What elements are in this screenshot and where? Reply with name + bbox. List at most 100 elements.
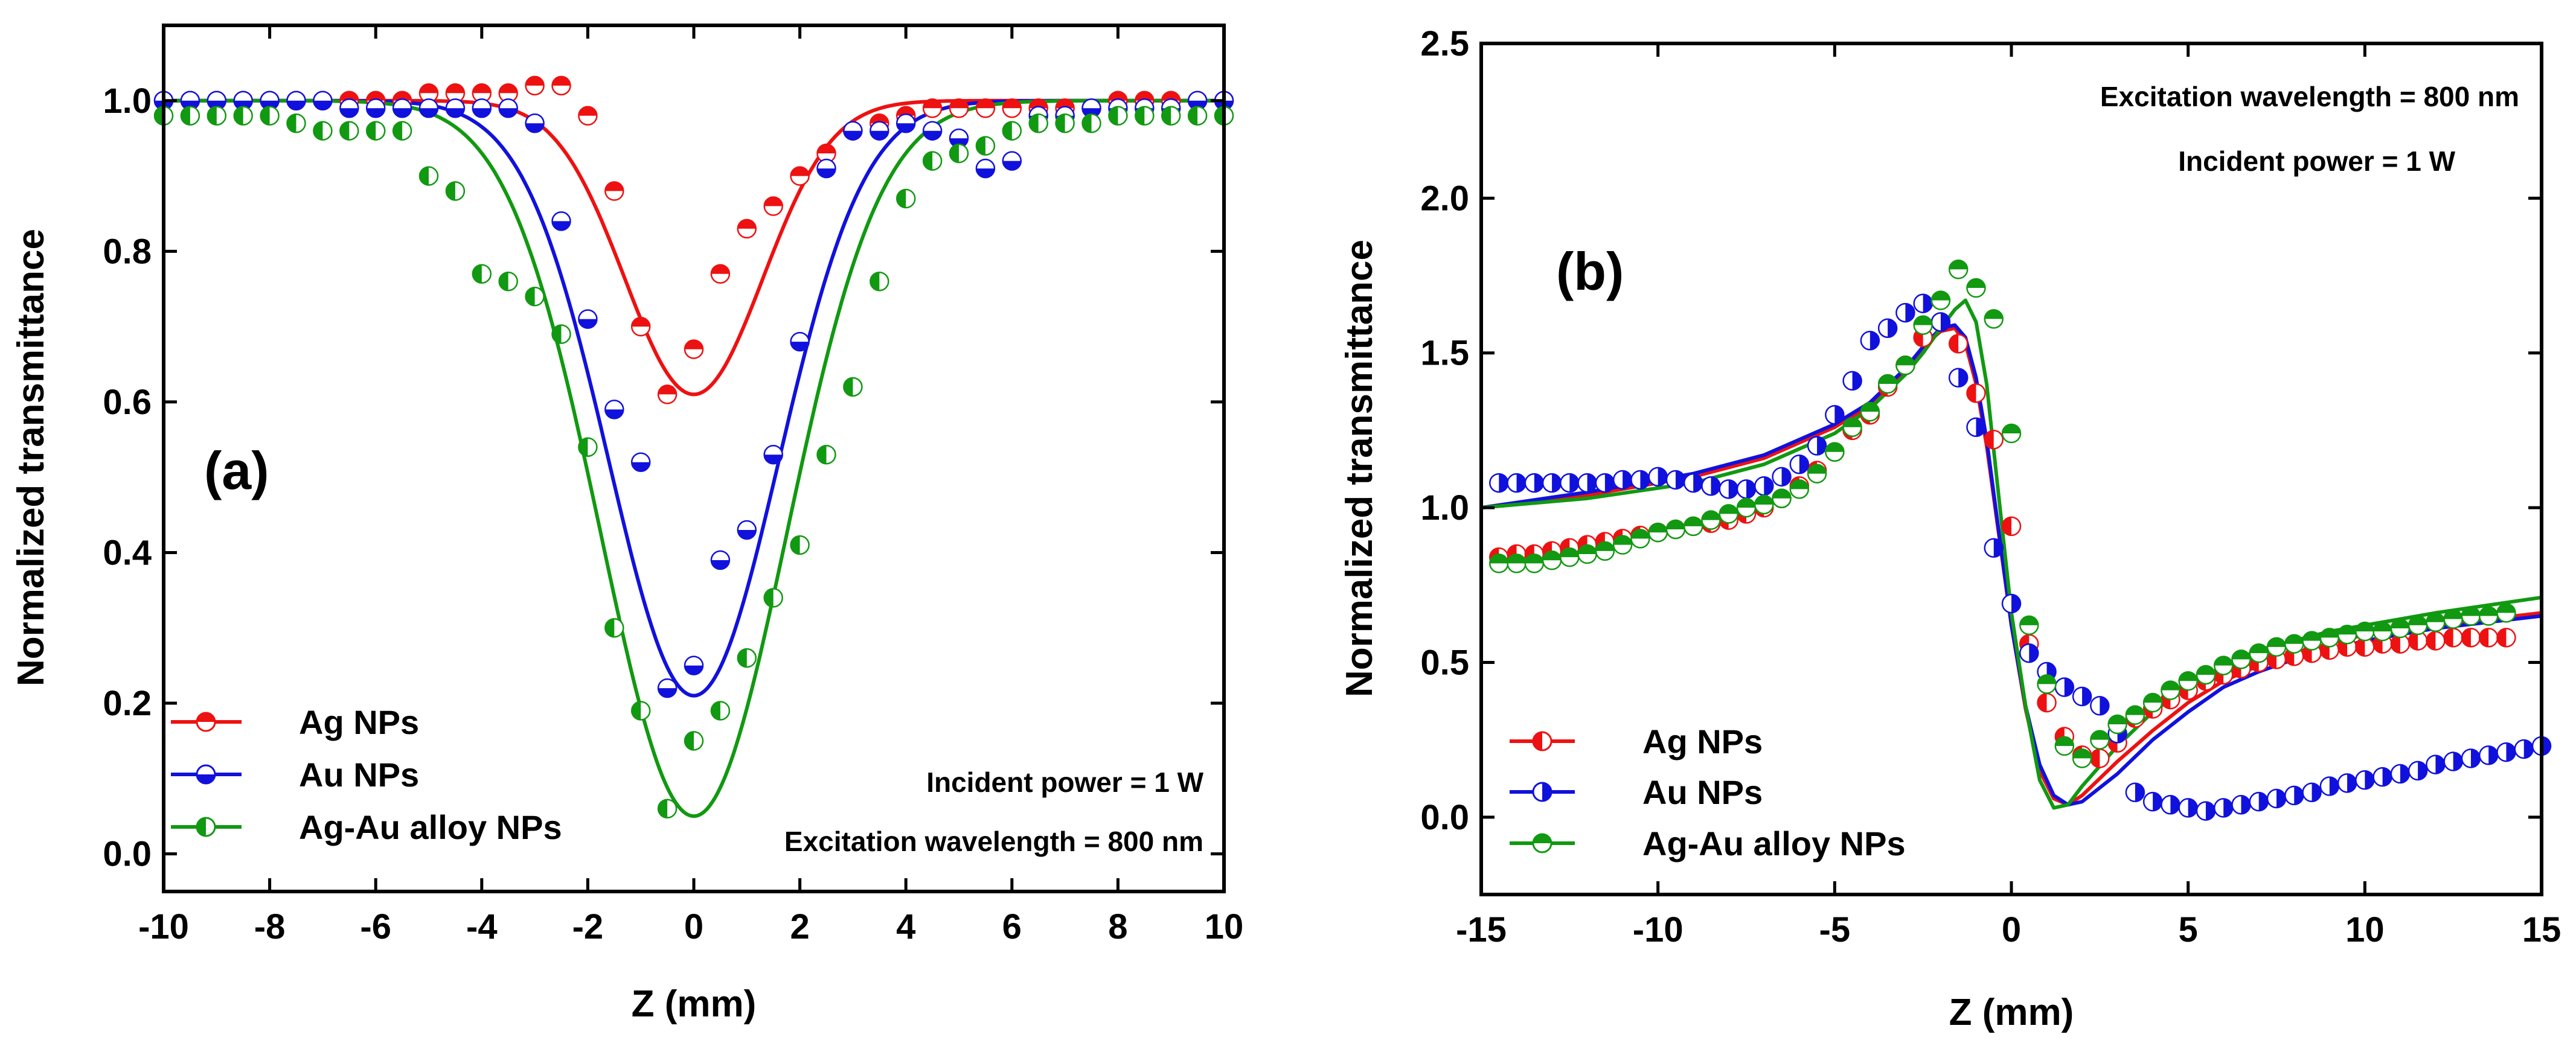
data-point-alloy [1842,417,1862,438]
data-point-alloy [1736,497,1757,518]
data-points-b [1489,260,2552,821]
data-point-alloy [816,445,836,465]
data-point-alloy [180,106,200,126]
y-tick-label: 0.6 [103,383,152,422]
annotation-wavelength-b: Excitation wavelength = 800 nm [2100,81,2519,112]
data-point-au [1913,293,1933,313]
data-point-au [2496,742,2516,762]
data-point-alloy [445,181,466,201]
y-tick-label: 0.5 [1420,643,1469,682]
data-point-au [604,400,624,419]
data-point-au [365,98,386,118]
x-tick-label: 10 [1205,907,1244,946]
x-tick-label: -15 [1456,910,1507,949]
data-point-alloy [1966,278,1986,298]
legend-b: Ag NPs Au NPs Ag-Au alloy NPs [1510,722,1906,863]
data-point-ag [2443,628,2463,648]
data-point-au [472,98,492,118]
data-point-alloy [604,618,624,638]
data-point-au [1966,417,1986,438]
data-point-alloy [2355,621,2375,642]
data-point-ag [2461,628,2481,648]
data-point-alloy [286,113,306,133]
data-point-au [1930,312,1951,332]
data-point-au [790,331,810,352]
fit-curve-alloy [1481,298,2542,810]
data-point-au [2001,593,2022,614]
legend-marker-ag-a-fill [197,713,215,722]
data-point-au [1489,473,1509,493]
data-point-alloy [684,731,704,751]
data-point-alloy [472,264,492,284]
data-point-alloy [1108,106,1128,126]
data-point-ag [2037,692,2057,713]
data-point-au [2426,754,2446,774]
data-point-alloy [1719,504,1738,524]
data-point-alloy [1930,290,1951,310]
data-point-alloy [2054,736,2075,756]
chart-panel-a: -10 -8 -6 -4 -2 0 2 4 6 8 10 0.0 0.2 0.4 0.6 0.8 1.0 (a… [10,24,1244,1025]
data-point-alloy [1161,106,1181,126]
data-point-au [630,452,651,472]
y-tick-label: 1.5 [1420,334,1469,373]
data-point-au [2054,677,2075,697]
data-point-alloy [2443,609,2463,629]
annotation-incident-power-a: Incident power = 1 W [926,767,1203,798]
data-point-alloy [2373,621,2392,642]
data-point-alloy [1895,355,1915,375]
data-point-alloy [2319,628,2340,648]
data-point-alloy [1984,309,2004,329]
data-point-au [1577,473,1597,493]
data-point-alloy [2478,606,2499,626]
data-point-au [1825,405,1845,425]
data-point-au [1877,318,1898,338]
data-point-alloy [1948,260,1969,279]
data-point-alloy [525,286,545,307]
data-point-ag [737,218,757,239]
data-point-alloy [1860,401,1880,422]
data-point-ag [551,75,571,96]
data-point-ag [710,264,731,284]
data-point-au [1984,538,2004,558]
data-point-au [896,113,916,133]
data-point-alloy [1507,553,1527,573]
data-point-alloy [1789,479,1810,499]
data-point-alloy [1577,544,1597,564]
data-point-alloy [1630,529,1650,549]
data-point-alloy [1701,510,1721,530]
data-point-au [313,91,333,111]
y-axis-title-a: Normalized transmittance [10,229,52,686]
data-point-alloy [1081,113,1101,133]
data-point-ag [604,181,624,201]
data-point-alloy [1683,516,1703,537]
data-point-au [578,309,598,329]
data-point-alloy [233,106,253,126]
data-point-au [2213,798,2234,818]
x-tick-label: 10 [2345,910,2385,949]
x-tick-label: 6 [1002,907,1022,946]
annotation-wavelength-a: Excitation wavelength = 800 nm [784,826,1203,857]
data-point-au [1719,479,1738,499]
fit-curve-au [1481,323,2542,807]
data-point-alloy [2426,612,2446,633]
y-tick-label: 2.5 [1420,24,1469,63]
chart-panel-b: -15 -10 -5 0 5 10 15 0.0 0.5 1.0 1.5 2.0 2.5 (b) Ex… [1339,24,2561,1033]
data-point-alloy [949,143,969,164]
data-point-au [684,655,704,675]
data-point-au [1595,473,1615,493]
data-point-alloy [498,272,518,292]
fit-curve-au [164,98,1224,698]
data-point-alloy [790,535,810,555]
legend-a: Ag NPs Au NPs Ag-Au alloy NPs [171,703,562,846]
data-point-alloy [1055,113,1075,133]
data-point-ag [1948,334,1969,354]
x-tick-label: 5 [2179,910,2198,949]
data-point-au [922,121,943,141]
y-tick-label: 0.2 [103,684,152,723]
data-point-alloy [1612,535,1633,555]
data-point-alloy [2266,637,2287,657]
y-tick-label: 0.0 [1420,798,1469,837]
data-point-au [2337,773,2357,793]
data-point-ag [418,83,439,103]
data-point-ag [684,339,704,359]
